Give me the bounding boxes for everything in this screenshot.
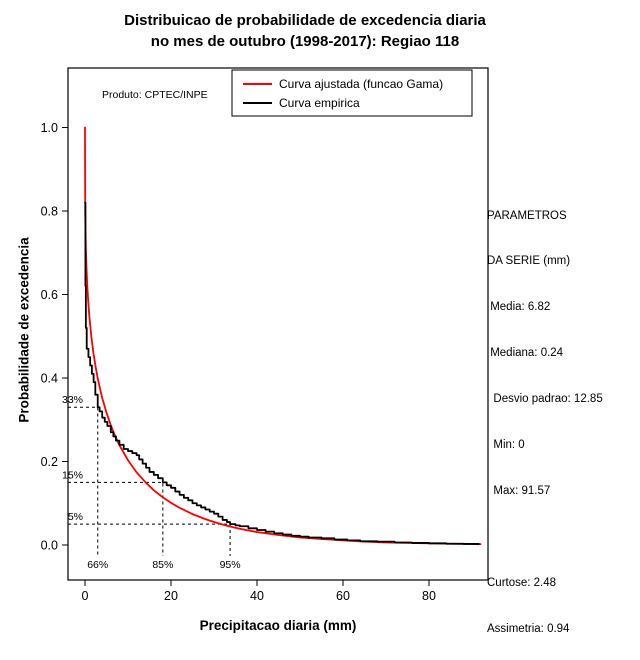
x-tick-label: 60	[336, 589, 350, 603]
stats-line-9: Assimetria: 0.94	[487, 622, 570, 635]
x-tick-label: 0	[82, 589, 89, 603]
stats-line-8: Curtose: 2.48	[487, 576, 557, 589]
guide-line-95%	[68, 523, 231, 556]
y-tick-label: 0.0	[41, 539, 58, 553]
stats-line-2: Media: 6.82	[487, 301, 551, 314]
y-tick-label: 0.2	[41, 455, 58, 469]
x-tick-label: 80	[422, 589, 436, 603]
series-curva-ajustada	[84, 126, 482, 546]
stats-line-0: PARAMETROS	[487, 209, 567, 222]
legend-box	[231, 69, 473, 117]
product-annotation: Produto: CPTEC/INPE	[102, 89, 208, 101]
stats-line-5: Min: 0	[487, 439, 525, 452]
guide-percentile-label: 95%	[220, 559, 241, 571]
y-tick-label: 0.4	[41, 372, 58, 386]
plot-border	[67, 67, 489, 581]
y-axis-title: Probabilidade de excedencia	[16, 237, 32, 423]
y-tick-label: 0.8	[41, 205, 58, 219]
guide-percentile-label: 66%	[87, 559, 108, 571]
y-tick-label: 1.0	[41, 121, 58, 135]
legend-label-0: Curva ajustada (funcao Gama)	[279, 77, 443, 91]
guide-exceedance-label: 33%	[62, 394, 83, 406]
stats-panel: PARAMETROS DA SERIE (mm) Media: 6.82 Med…	[487, 178, 603, 660]
y-tick-label: 0.6	[41, 288, 58, 302]
guide-exceedance-label: 15%	[62, 469, 83, 481]
x-tick-label: 20	[164, 589, 178, 603]
x-tick-label: 40	[250, 589, 264, 603]
stats-line-4: Desvio padrao: 12.85	[487, 393, 603, 406]
guide-line-85%	[68, 481, 164, 556]
stats-line-6: Max: 91.57	[487, 484, 551, 497]
chart-title-line2: no mes de outubro (1998-2017): Regiao 11…	[150, 33, 460, 50]
chart-title: Distribuicao de probabilidade de exceden…	[0, 10, 610, 52]
stats-line-3: Mediana: 0.24	[487, 347, 564, 360]
x-axis-title: Precipitacao diaria (mm)	[199, 618, 357, 633]
stats-line-1: DA SERIE (mm)	[487, 255, 571, 268]
legend-label-1: Curva empirica	[279, 96, 360, 110]
guide-line-66%	[68, 406, 99, 556]
guide-percentile-label: 85%	[152, 559, 173, 571]
stats-line-7	[487, 530, 603, 545]
guide-exceedance-label: 5%	[68, 511, 83, 523]
series-curva-empirica	[84, 201, 480, 546]
chart-title-line1: Distribuicao de probabilidade de exceden…	[124, 12, 486, 29]
